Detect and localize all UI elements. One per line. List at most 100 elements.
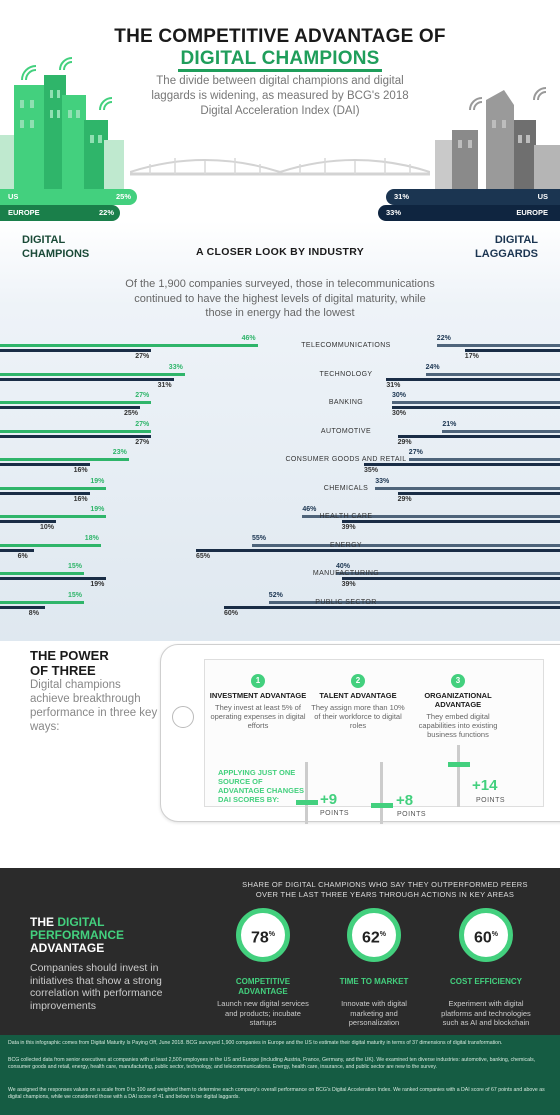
applying-note: APPLYING JUST ONE SOURCE OF ADVANTAGE CH… [218,768,304,804]
champions-europe-pct: 27% [135,353,150,360]
champions-europe-pct: 31% [157,381,172,389]
dai-slider-knob [448,761,470,767]
champions-europe-pct: 8% [28,609,39,617]
laggards-europe-pct: 29% [397,495,412,503]
champions-us-pct: 33% [168,363,183,371]
champions-us-pct: 46% [241,335,256,342]
dai-slider-knob [296,800,318,806]
champions-europe-line [0,377,174,381]
laggards-us-line [336,572,560,575]
champions-europe-pct: 25% [124,410,139,417]
laggards-europe-line [224,605,560,609]
wifi-icon [59,57,73,71]
laggards-europe-line [341,577,560,580]
advantage-title: TALENT ADVANTAGE [319,691,397,700]
percent-ring: 78% [236,908,290,962]
champions-us-line [0,401,152,404]
laggards-europe-pct: 29% [397,438,412,446]
percent-unit: % [491,931,499,938]
champions-us-pct: 15% [68,591,83,599]
laggards-heading-l1: DIGITAL [494,234,538,246]
laggards-europe-line [364,463,560,466]
industry-label: ENERGY [330,541,362,549]
champions-us-line [0,344,258,347]
advantage-title: ORGANIZATIONAL ADVANTAGE [424,691,492,709]
percent-value: 78 [250,929,269,947]
perf-title-the: THE [30,915,54,929]
champions-europe-line [0,520,56,523]
laggards-us-pct: 24% [425,363,440,371]
laggards-us-line [436,344,560,347]
advantage-desc: They embed digital capabilities into exi… [418,712,498,739]
dai-slider-track [380,762,383,824]
champions-us-line [0,515,107,518]
laggards-us-line [268,600,560,604]
advantage-organizational: 3 ORGANIZATIONAL ADVANTAGE They embed di… [408,674,508,739]
laggards-us-pct: 52% [268,591,283,599]
industry-label: CHEMICALS [323,484,369,492]
champions-europe-label: EUROPE [8,208,40,217]
closer-look-heading: A CLOSER LOOK BY INDUSTRY [195,246,365,258]
points-value: +9 [320,791,338,808]
wifi-icon [21,65,37,81]
laggards-europe-pct: 30% [392,410,407,417]
laggards-europe-line [386,377,560,381]
number-badge: 3 [451,674,465,688]
percent-value: 60 [473,929,492,947]
points-value: +8 [396,792,414,809]
champions-heading-l1: DIGITAL [22,234,66,246]
laggards-heading-l2: LAGGARDS [475,248,538,260]
laggards-us-line [302,515,560,518]
champions-us-line [0,372,185,376]
percent-ring: 60% [459,908,513,962]
laggards-europe-pct: 31% [386,381,401,389]
points-label: POINTS [476,797,506,804]
champions-us-line [0,543,101,547]
champions-us-value: 25% [115,192,131,201]
laggards-us-bar: 31% US [386,189,560,205]
industry-label: TELECOMMUNICATIONS [301,342,391,349]
champions-us-line [0,600,84,604]
footer [0,1035,560,1115]
wifi-icon [469,97,483,111]
industry-label: MANUFACTURING [312,570,380,577]
laggards-europe-value: 33% [386,208,402,217]
laggards-europe-pct: 35% [364,467,379,474]
industry-label: BANKING [328,399,364,406]
percent-unit: % [379,931,387,938]
percent-ring: 62% [347,908,401,962]
performance-title: THE DIGITAL PERFORMANCE ADVANTAGE [30,916,124,955]
key-area-desc: Innovate with digital marketing and pers… [341,999,407,1027]
tablet-home-button [172,706,194,728]
laggards-us-line [392,401,560,404]
champions-europe-line [0,463,90,466]
champions-us-line [0,429,152,433]
power-title-l2: OF THREE [30,663,96,678]
dai-slider-track [305,762,308,824]
laggards-europe-label: EUROPE [516,208,548,217]
champions-europe-pct: 10% [40,524,55,531]
laggards-us-pct: 22% [436,335,451,342]
dai-slider-knob [371,803,393,809]
perf-title-digital: DIGITAL [57,915,105,929]
laggards-europe-pct: 39% [341,524,356,531]
bridge-illustration [130,158,430,176]
footnote: Data in this infographic comes from Digi… [8,1040,503,1046]
laggards-city-illustration [435,87,560,190]
advantage-desc: They assign more than 10% of their workf… [311,703,405,730]
laggards-europe-pct: 65% [196,552,211,560]
laggards-europe-pct: 60% [224,609,239,617]
points-value: +14 [472,777,498,794]
dai-slider-track [457,745,460,807]
laggards-europe-pct: 17% [464,353,479,360]
champions-us-label: US [8,192,19,201]
industry-chart: 46% 27% 22% 17% TELECOMMUNICATIONS 33% 31% 24% 3… [0,330,560,620]
champions-heading-l2: CHAMPIONS [22,248,90,260]
perf-title-performance: PERFORMANCE [30,928,125,942]
champions-europe-line [0,406,140,409]
advantage-desc: They invest at least 5% of operating exp… [210,703,306,730]
power-title-l1: THE POWER [30,648,109,663]
wifi-icon [533,87,547,101]
champions-europe-pct: 6% [17,552,28,560]
